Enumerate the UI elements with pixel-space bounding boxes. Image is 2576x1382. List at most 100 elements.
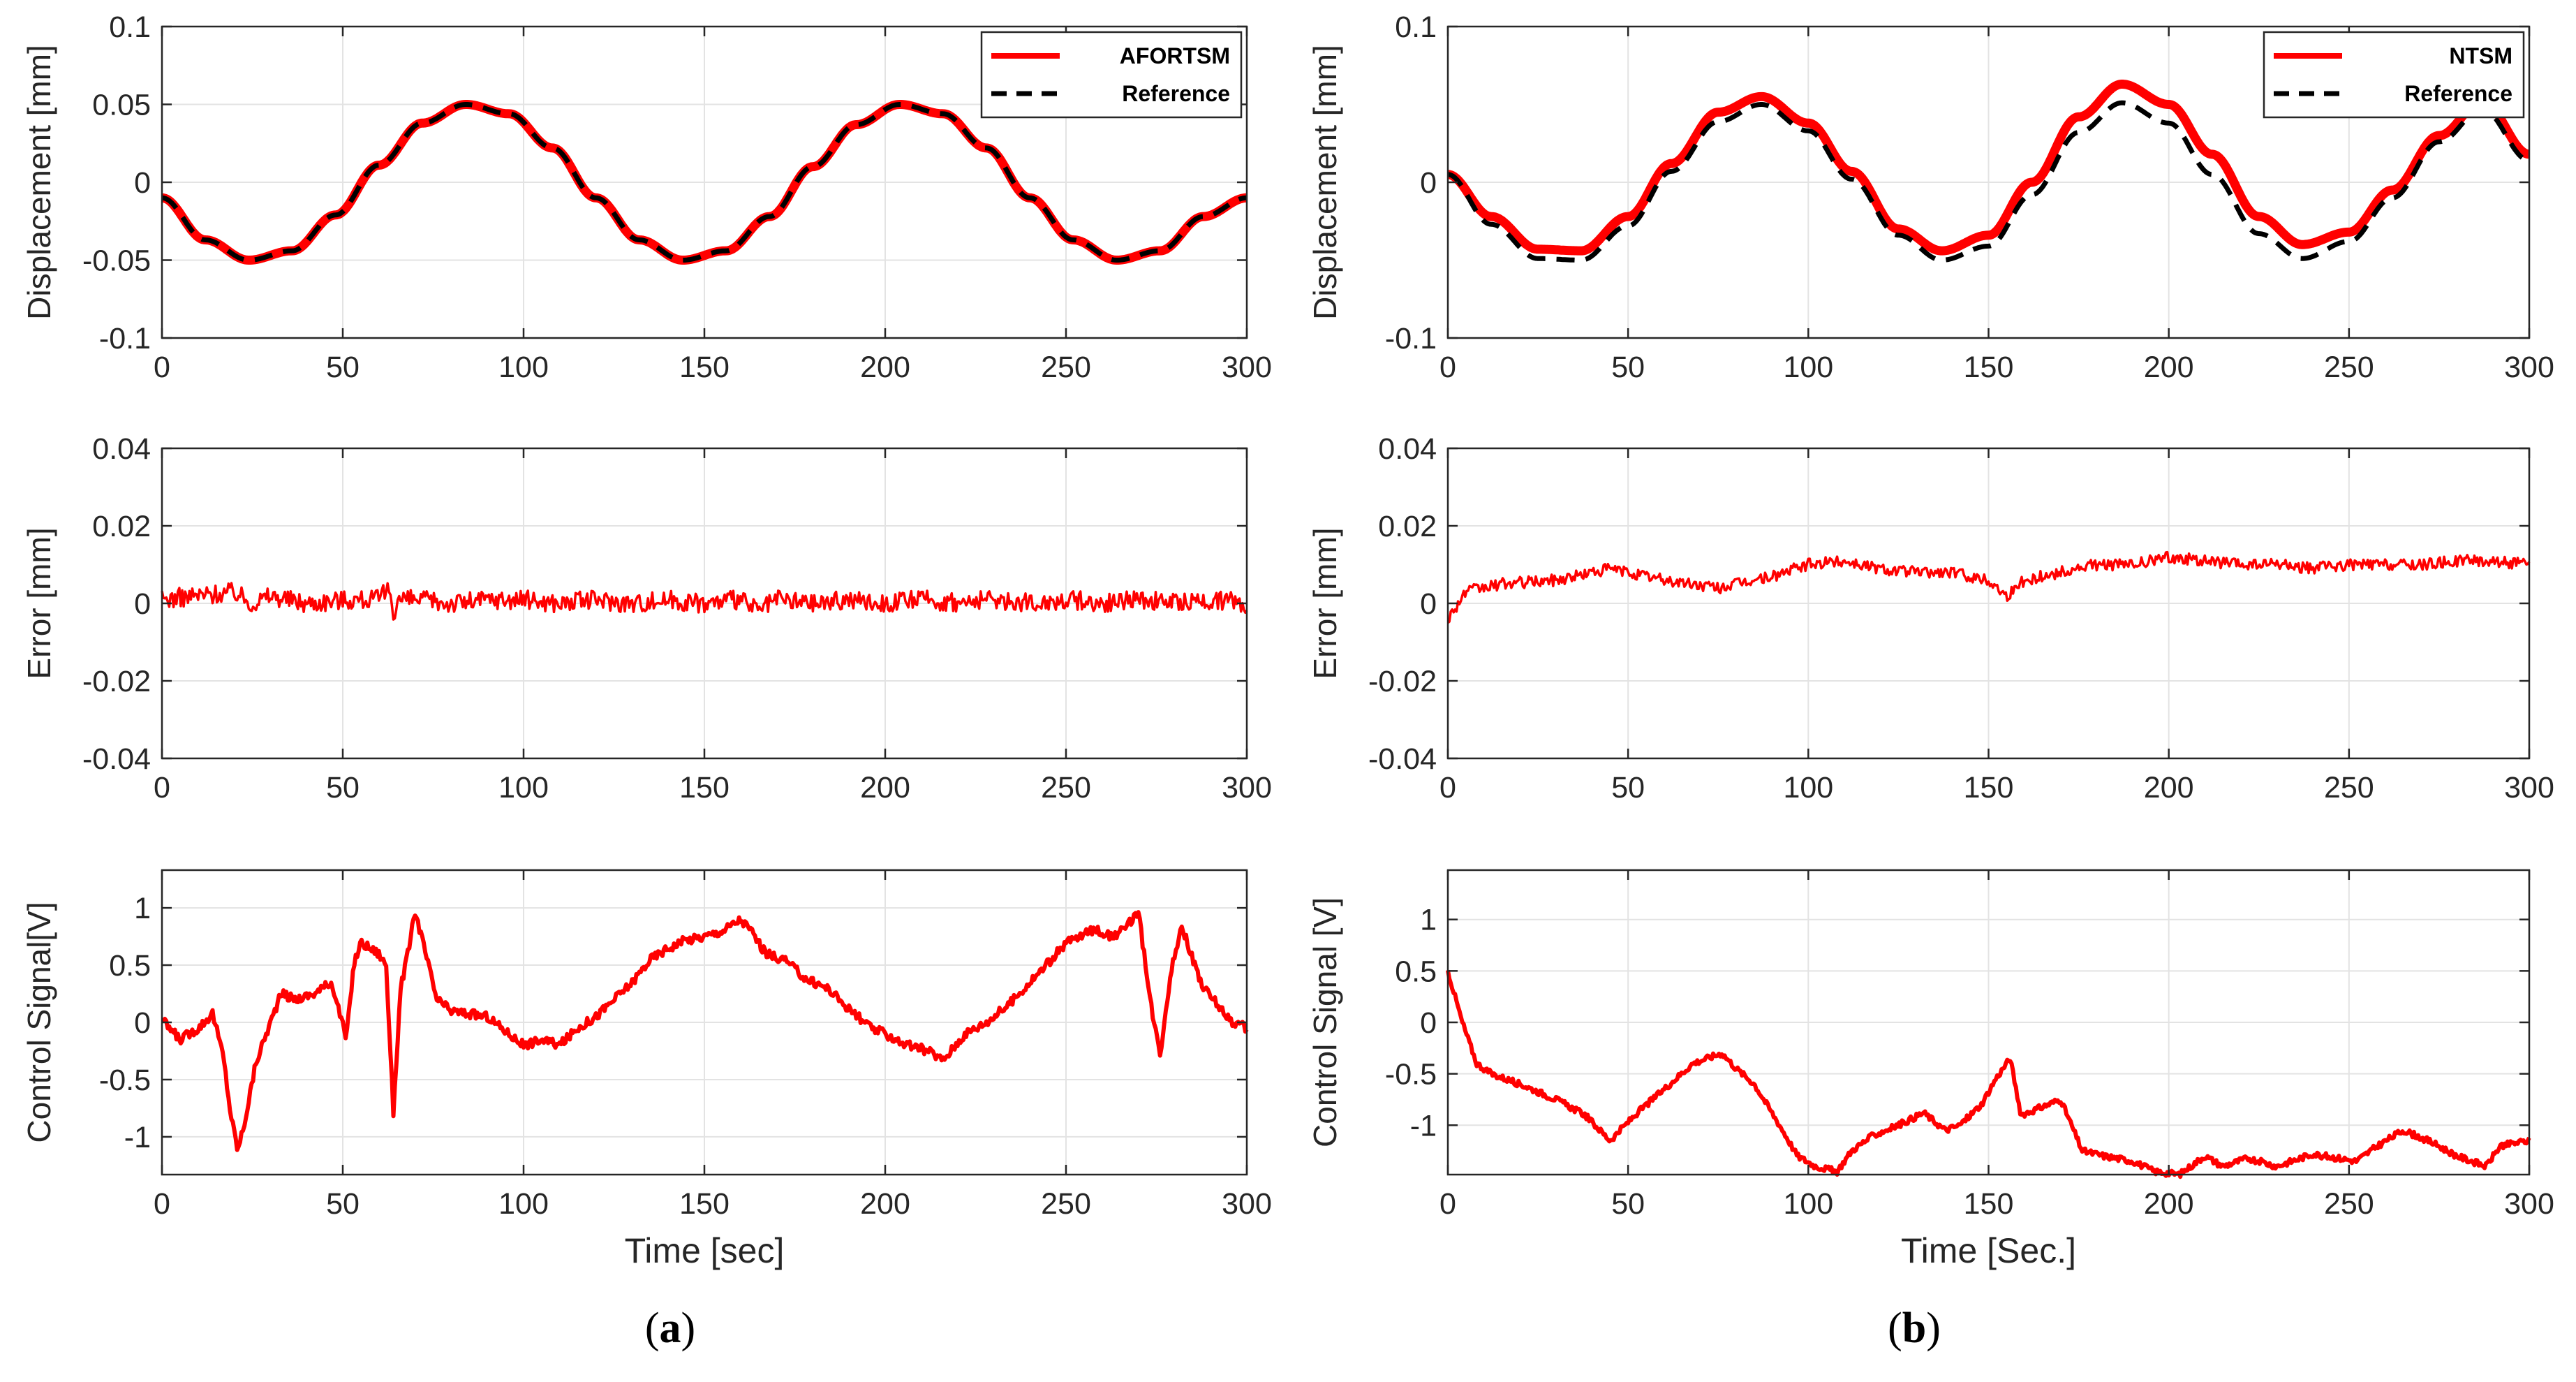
- chart-a-displacement: 0 50 100 150 200 250 300 -0.1 -0.05 0 0.05 0.1 Displ…: [21, 10, 1272, 384]
- y-tick-label: 0.02: [1378, 510, 1437, 543]
- x-tick-label: 100: [1783, 771, 1833, 804]
- y-axis-label: Error [mm]: [1307, 527, 1343, 679]
- y-tick-label: -0.04: [1368, 742, 1437, 776]
- legend-entry: NTSM: [2449, 43, 2512, 68]
- x-tick-label: 50: [326, 771, 360, 804]
- x-tick-label: 250: [1041, 351, 1091, 384]
- y-axis-label: Control Signal [V]: [1307, 897, 1343, 1147]
- y-tick-label: 0.04: [1378, 432, 1437, 466]
- x-tick-label: 0: [1439, 1187, 1456, 1221]
- x-tick-label: 150: [679, 1187, 730, 1221]
- x-tick-label: 250: [1041, 1187, 1091, 1221]
- y-tick-label: 0.1: [109, 10, 151, 44]
- y-axis-label: Displacement [mm]: [21, 45, 57, 320]
- grid-lines: [1447, 870, 2530, 1175]
- y-tick-label: -1: [124, 1121, 151, 1154]
- x-tick-label: 50: [326, 351, 360, 384]
- x-tick-label: 0: [154, 771, 170, 804]
- grid-lines: [1447, 448, 2530, 759]
- y-tick-label: 1: [1420, 904, 1437, 937]
- x-tick-label: 50: [1611, 771, 1645, 804]
- y-axis-label: Error [mm]: [21, 527, 57, 679]
- legend-box: [980, 31, 1243, 119]
- chart-b-error: 0 50 100 150 200 250 300 -0.04 -0.02 0 0.02 0.04 Err…: [1307, 432, 2554, 804]
- series-line-afortsm-error: [161, 582, 1248, 621]
- x-tick-label: 50: [1611, 351, 1645, 384]
- x-tick-label: 100: [498, 351, 549, 384]
- x-tick-label: 150: [1964, 351, 2014, 384]
- x-tick-label: 300: [2504, 771, 2554, 804]
- y-tick-label: 0.1: [1395, 10, 1437, 44]
- x-tick-label: 250: [2324, 1187, 2374, 1221]
- x-axis-label: Time [Sec.]: [1901, 1231, 2076, 1270]
- x-tick-label: 150: [679, 351, 730, 384]
- series-line-ntsm: [1444, 80, 2533, 256]
- x-tick-label: 50: [1611, 1187, 1645, 1221]
- x-tick-label: 300: [1222, 351, 1272, 384]
- y-tick-label: 0: [1420, 1006, 1437, 1040]
- y-tick-label: 0: [1420, 587, 1437, 621]
- legend: NTSM Reference: [2263, 31, 2525, 119]
- legend-entry: Reference: [1122, 81, 1230, 106]
- y-tick-label: -0.5: [1385, 1058, 1437, 1091]
- y-tick-label: -1: [1410, 1109, 1437, 1142]
- x-axis-label: Time [sec]: [625, 1231, 785, 1270]
- x-tick-label: 300: [1222, 1187, 1272, 1221]
- chart-b-control: 0 50 100 150 200 250 300 -1 -0.5 0 0.5 1 Control Sig…: [1307, 869, 2554, 1270]
- panel-label-b: (b): [1888, 1304, 1941, 1352]
- x-tick-label: 0: [1439, 351, 1456, 384]
- x-tick-label: 100: [498, 771, 549, 804]
- y-tick-label: 1: [134, 892, 151, 925]
- y-tick-label: -0.1: [99, 322, 151, 355]
- x-tick-label: 200: [2144, 1187, 2194, 1221]
- y-tick-label: 0.5: [109, 949, 151, 983]
- legend: AFORTSM Reference: [980, 31, 1243, 119]
- x-tick-label: 100: [498, 1187, 549, 1221]
- x-tick-label: 200: [860, 1187, 910, 1221]
- y-tick-label: 0: [134, 1006, 151, 1040]
- x-tick-label: 0: [1439, 771, 1456, 804]
- series-line-reference: [161, 102, 1248, 263]
- x-tick-label: 200: [860, 351, 910, 384]
- x-tick-label: 300: [1222, 771, 1272, 804]
- x-tick-label: 300: [2504, 351, 2554, 384]
- grid-lines: [161, 870, 1248, 1175]
- x-tick-label: 250: [1041, 771, 1091, 804]
- y-tick-label: 0.04: [92, 432, 151, 466]
- y-tick-label: 0: [1420, 166, 1437, 200]
- y-tick-label: 0.5: [1395, 955, 1437, 988]
- y-tick-label: -0.04: [82, 742, 151, 776]
- y-tick-label: -0.1: [1385, 322, 1437, 355]
- x-tick-label: 250: [2324, 771, 2374, 804]
- series-line-reference: [1446, 100, 2531, 263]
- x-tick-label: 200: [860, 771, 910, 804]
- series-line-ntsm-error: [1446, 550, 2531, 624]
- legend-entry: Reference: [2404, 81, 2512, 106]
- x-tick-label: 100: [1783, 351, 1833, 384]
- x-tick-label: 150: [679, 771, 730, 804]
- chart-a-error: 0 50 100 150 200 250 300 -0.04 -0.02 0 0.02 0.04 Err…: [21, 432, 1272, 804]
- y-tick-label: -0.02: [82, 665, 151, 698]
- x-tick-label: 150: [1964, 1187, 2014, 1221]
- y-tick-label: -0.02: [1368, 665, 1437, 698]
- y-axis-label: Control Signal[V]: [21, 902, 57, 1142]
- y-tick-label: 0.05: [92, 89, 151, 122]
- chart-a-control: 0 50 100 150 200 250 300 -1 -0.5 0 0.5 1 Control Sig…: [21, 869, 1272, 1270]
- x-tick-label: 200: [2144, 351, 2194, 384]
- y-tick-label: 0: [134, 166, 151, 200]
- legend-entry: AFORTSM: [1120, 43, 1230, 68]
- x-tick-label: 300: [2504, 1187, 2554, 1221]
- series-line-ntsm-control: [1446, 969, 2531, 1179]
- series-line-afortsm-control: [161, 910, 1249, 1152]
- x-tick-label: 100: [1783, 1187, 1833, 1221]
- y-axis-label: Displacement [mm]: [1307, 45, 1343, 320]
- x-tick-label: 0: [154, 1187, 170, 1221]
- x-tick-label: 0: [154, 351, 170, 384]
- y-tick-label: -0.05: [82, 244, 151, 278]
- panel-label-a: (a): [645, 1304, 695, 1352]
- legend-box: [2263, 31, 2525, 119]
- y-tick-label: -0.5: [99, 1064, 151, 1097]
- y-tick-label: 0.02: [92, 510, 151, 543]
